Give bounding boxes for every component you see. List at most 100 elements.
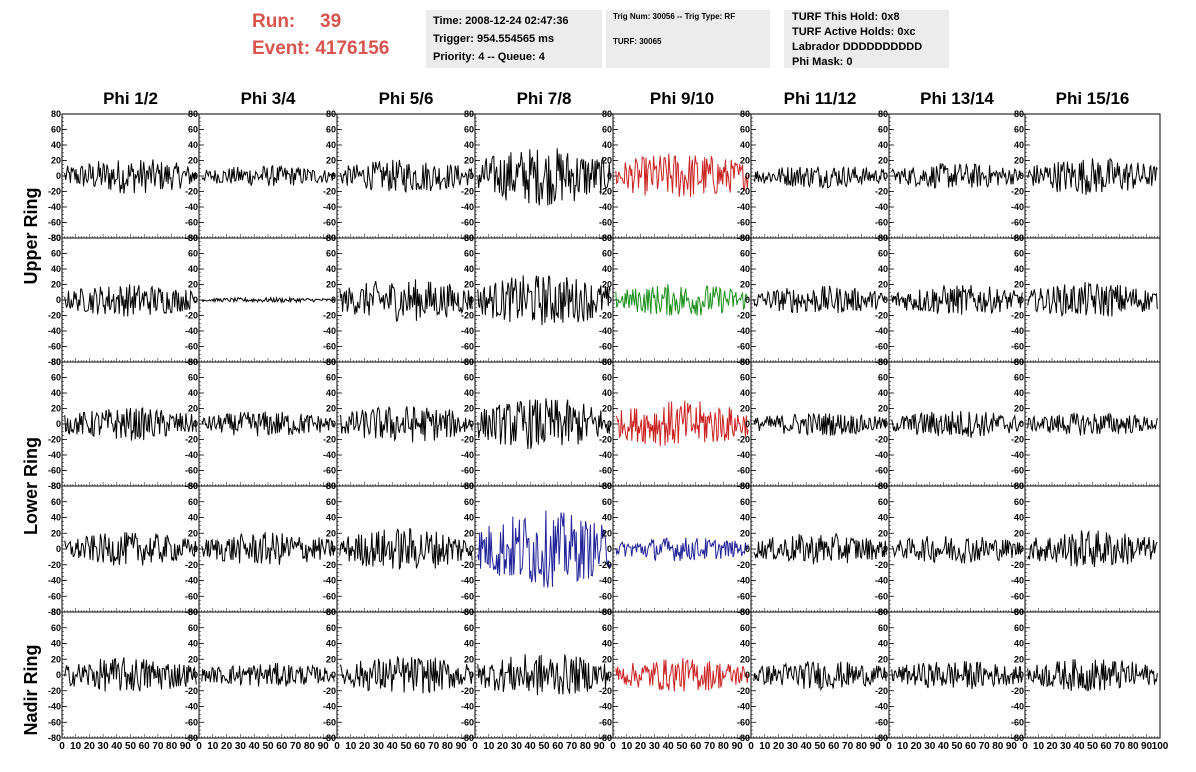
y-tick-label: -60 [323, 342, 336, 352]
y-tick-label: 80 [326, 109, 336, 119]
y-tick-label: 20 [464, 654, 474, 664]
x-tick-label: 60 [828, 741, 840, 752]
x-tick-label: 10 [621, 741, 633, 752]
x-tick-label: 30 [924, 741, 936, 752]
y-tick-label: 40 [740, 639, 750, 649]
x-tick-label: 70 [566, 741, 578, 752]
x-tick-label: 40 [938, 741, 950, 752]
y-tick-label: -60 [48, 717, 61, 727]
y-tick-label: 0 [469, 544, 474, 554]
y-tick-label: 20 [188, 654, 198, 664]
y-tick-label: -20 [875, 560, 888, 570]
y-tick-label: -40 [599, 702, 612, 712]
y-tick-label: -40 [1011, 202, 1024, 212]
y-tick-label: 60 [878, 373, 888, 383]
y-tick-label: -60 [323, 466, 336, 476]
y-tick-label: 20 [326, 280, 336, 290]
y-tick-label: 80 [1014, 109, 1024, 119]
x-tick-label: 80 [304, 741, 316, 752]
y-tick-label: -20 [599, 686, 612, 696]
y-tick-label: 40 [1014, 513, 1024, 523]
y-tick-label: 0 [1019, 670, 1024, 680]
y-tick-label: -20 [185, 560, 198, 570]
waveform-trace [753, 532, 887, 565]
y-tick-label: 60 [602, 373, 612, 383]
x-tick-label: 80 [442, 741, 454, 752]
y-tick-label: 80 [326, 481, 336, 491]
y-tick-label: 80 [1014, 481, 1024, 491]
y-tick-label: -40 [461, 326, 474, 336]
turf-this-hold-text: TURF This Hold: 0x8 [792, 11, 900, 23]
y-tick-label: 80 [1014, 607, 1024, 617]
waveform-trace [753, 412, 887, 437]
y-tick-label: -40 [1011, 702, 1024, 712]
waveform-trace [891, 536, 1023, 564]
y-tick-label: 80 [740, 481, 750, 491]
y-tick-label: -80 [1011, 733, 1024, 743]
x-tick-label: 90 [732, 741, 744, 752]
y-tick-label: -60 [1011, 218, 1024, 228]
y-tick-label: 80 [740, 233, 750, 243]
waveform-trace [615, 400, 749, 447]
y-tick-label: 80 [602, 357, 612, 367]
waveform-trace [201, 662, 335, 687]
y-tick-label: 40 [602, 264, 612, 274]
y-tick-label: 20 [878, 280, 888, 290]
y-tick-label: 0 [883, 419, 888, 429]
y-tick-label: 60 [878, 623, 888, 633]
y-tick-label: -40 [875, 202, 888, 212]
y-tick-label: 40 [740, 264, 750, 274]
y-tick-label: 0 [1019, 295, 1024, 305]
y-tick-label: 0 [56, 171, 61, 181]
y-tick-label: -40 [1011, 576, 1024, 586]
y-tick-label: -60 [599, 218, 612, 228]
y-tick-label: -60 [875, 466, 888, 476]
y-tick-label: -60 [48, 591, 61, 601]
y-tick-label: -20 [323, 311, 336, 321]
x-tick-label: 60 [414, 741, 426, 752]
labrador-text: Labrador DDDDDDDDDD [792, 41, 923, 53]
x-tick-label: 20 [773, 741, 785, 752]
y-tick-label: 20 [1014, 280, 1024, 290]
y-tick-label: 20 [740, 528, 750, 538]
y-tick-label: 80 [1014, 357, 1024, 367]
x-tick-label: 60 [690, 741, 702, 752]
waveform-trace [64, 284, 197, 317]
y-tick-label: 40 [878, 388, 888, 398]
y-tick-label: 60 [188, 125, 198, 135]
y-tick-label: 20 [326, 156, 336, 166]
y-tick-label: -60 [461, 218, 474, 228]
x-tick-label: 10 [345, 741, 357, 752]
panel-frame [474, 485, 614, 613]
waveform-trace [753, 285, 887, 314]
y-tick-label: -20 [461, 560, 474, 570]
y-tick-label: 80 [602, 109, 612, 119]
x-tick-label: 0 [886, 741, 892, 752]
x-tick-label: 90 [1006, 741, 1018, 752]
x-tick-label: 80 [992, 741, 1004, 752]
y-tick-label: 0 [1019, 171, 1024, 181]
y-tick-label: 0 [745, 171, 750, 181]
waveform-trace [1027, 659, 1158, 692]
y-tick-label: 40 [188, 140, 198, 150]
y-tick-label: -60 [185, 717, 198, 727]
y-tick-label: -40 [599, 576, 612, 586]
y-tick-label: 80 [878, 357, 888, 367]
y-tick-label: 80 [188, 109, 198, 119]
y-tick-label: 40 [51, 513, 61, 523]
x-tick-label: 20 [1046, 741, 1058, 752]
y-tick-label: 60 [1014, 125, 1024, 135]
y-tick-label: -20 [323, 435, 336, 445]
y-tick-label: -40 [185, 450, 198, 460]
waveform-trace [64, 159, 197, 194]
y-tick-label: 60 [51, 249, 61, 259]
waveform-trace [201, 411, 335, 437]
